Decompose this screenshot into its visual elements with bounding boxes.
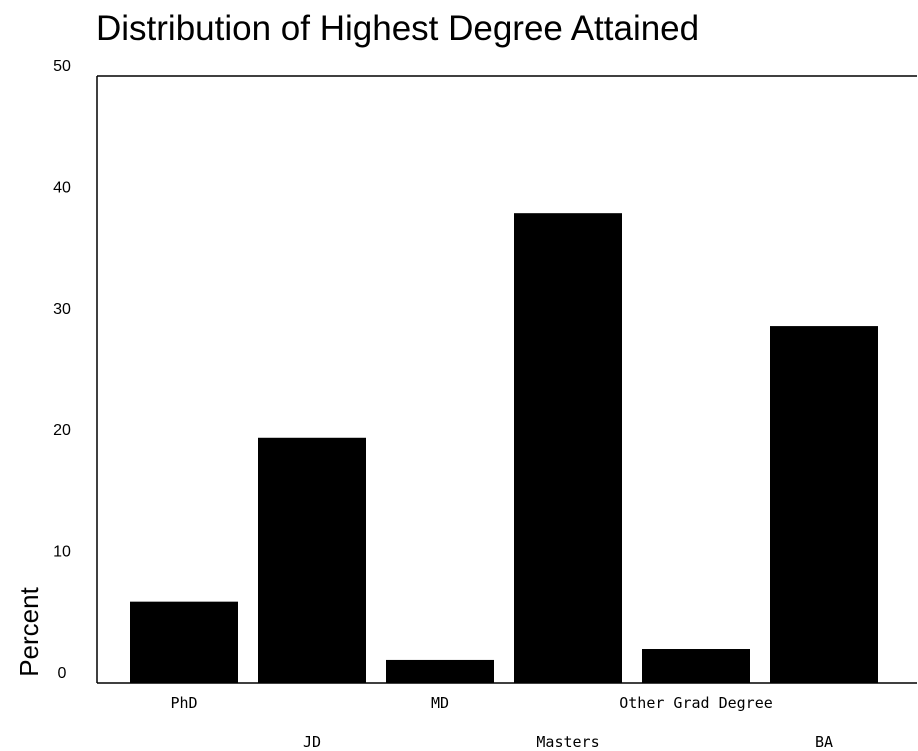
bar-jd — [258, 437, 366, 683]
bar-ba — [770, 326, 878, 683]
x-tick-label: Masters — [536, 733, 599, 751]
bar-masters — [514, 213, 622, 683]
y-tick-label: 30 — [53, 301, 71, 318]
x-tick-label: JD — [303, 733, 321, 751]
bars — [130, 213, 878, 683]
x-axis: PhD JD MD Masters Other Grad Degree BA — [170, 694, 833, 751]
x-tick-label: BA — [815, 733, 833, 751]
bar-other-grad-degree — [642, 649, 750, 683]
bar-phd — [130, 601, 238, 683]
bar-md — [386, 659, 494, 683]
y-axis-label: Percent — [14, 586, 44, 676]
y-tick-label: 40 — [53, 179, 71, 196]
y-tick-label: 50 — [53, 58, 71, 75]
x-tick-label: PhD — [170, 694, 197, 712]
x-tick-label: Other Grad Degree — [619, 694, 773, 712]
y-tick-label: 10 — [53, 544, 71, 561]
y-tick-label: 0 — [58, 665, 67, 682]
x-tick-label: MD — [431, 694, 449, 712]
chart-title: Distribution of Highest Degree Attained — [96, 9, 699, 48]
y-axis: 0 10 20 30 40 50 — [53, 58, 71, 682]
y-tick-label: 20 — [53, 422, 71, 439]
